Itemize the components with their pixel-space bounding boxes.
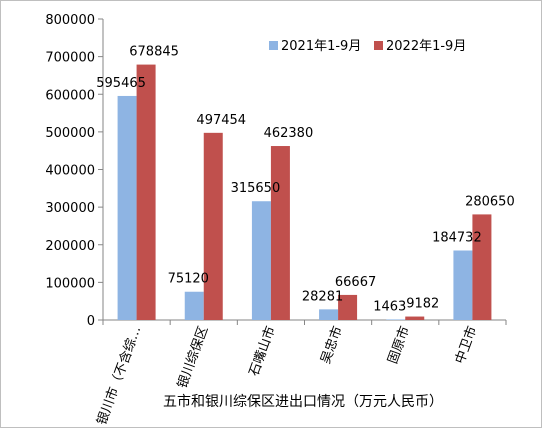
- y-tick-label: 800000: [45, 13, 95, 28]
- category-label: 银川综保区: [175, 324, 211, 390]
- data-label: 28281: [302, 289, 343, 304]
- y-tick-label: 400000: [45, 164, 95, 179]
- data-label: 462380: [264, 126, 314, 141]
- data-label: 1463: [373, 299, 406, 314]
- chart-title: 五市和银川综保区进出口情况（万元人民币）: [163, 393, 443, 410]
- legend-swatch: [374, 41, 383, 50]
- category-label: 吴忠市: [317, 324, 345, 366]
- data-label: 280650: [465, 194, 515, 209]
- bar-2022-0: [136, 64, 156, 320]
- y-tick-label: 0: [87, 314, 95, 329]
- data-label: 184732: [432, 230, 482, 245]
- category-label: 银川市（不含综…: [94, 324, 145, 427]
- data-label: 315650: [231, 181, 281, 196]
- category-label: 石嘴山市: [246, 324, 279, 378]
- legend: 2021年1-9月 2022年1-9月: [269, 39, 466, 54]
- category-labels: 银川市（不含综… 银川综保区 石嘴山市 吴忠市 固原市 中卫市: [94, 324, 480, 427]
- category-label: 中卫市: [452, 324, 480, 366]
- legend-label: 2021年1-9月: [281, 39, 361, 54]
- legend-label: 2022年1-9月: [386, 39, 466, 54]
- bar-2022-4: [405, 316, 425, 320]
- bar-2022-1: [203, 132, 223, 320]
- bar-2022-5: [472, 214, 492, 320]
- y-tick-label: 700000: [45, 51, 95, 66]
- data-label: 678845: [129, 45, 179, 60]
- bar-2021-3: [319, 309, 339, 320]
- y-axis-ticks: 0 100000 200000 300000 400000 500000 600000 700…: [45, 13, 103, 329]
- axes: [102, 19, 507, 325]
- bar-2021-1: [184, 291, 204, 320]
- bar-2021-2: [251, 201, 271, 320]
- bar-2022-2: [270, 146, 290, 320]
- y-tick-label: 300000: [45, 201, 95, 216]
- data-label: 66667: [335, 275, 376, 290]
- data-label: 497454: [196, 113, 246, 128]
- legend-swatch: [269, 41, 278, 50]
- y-tick-label: 500000: [45, 126, 95, 141]
- category-label: 固原市: [385, 324, 413, 366]
- data-label: 595465: [96, 76, 146, 91]
- y-tick-label: 600000: [45, 88, 95, 103]
- bar-2022-3: [338, 294, 358, 320]
- bar-2021-4: [386, 319, 406, 320]
- data-label: 75120: [168, 272, 209, 287]
- y-tick-label: 200000: [45, 239, 95, 254]
- bar-2021-0: [117, 95, 137, 320]
- data-labels: 595465 678845 75120 497454 315650 462380 28281…: [96, 45, 514, 315]
- data-label: 9182: [406, 297, 439, 312]
- bar-2021-5: [453, 250, 473, 320]
- y-tick-label: 100000: [45, 276, 95, 291]
- bars: [117, 64, 492, 320]
